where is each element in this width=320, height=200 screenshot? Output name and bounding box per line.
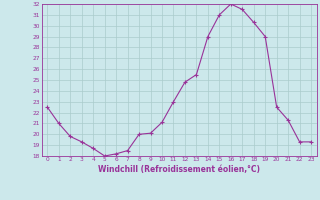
X-axis label: Windchill (Refroidissement éolien,°C): Windchill (Refroidissement éolien,°C) <box>98 165 260 174</box>
